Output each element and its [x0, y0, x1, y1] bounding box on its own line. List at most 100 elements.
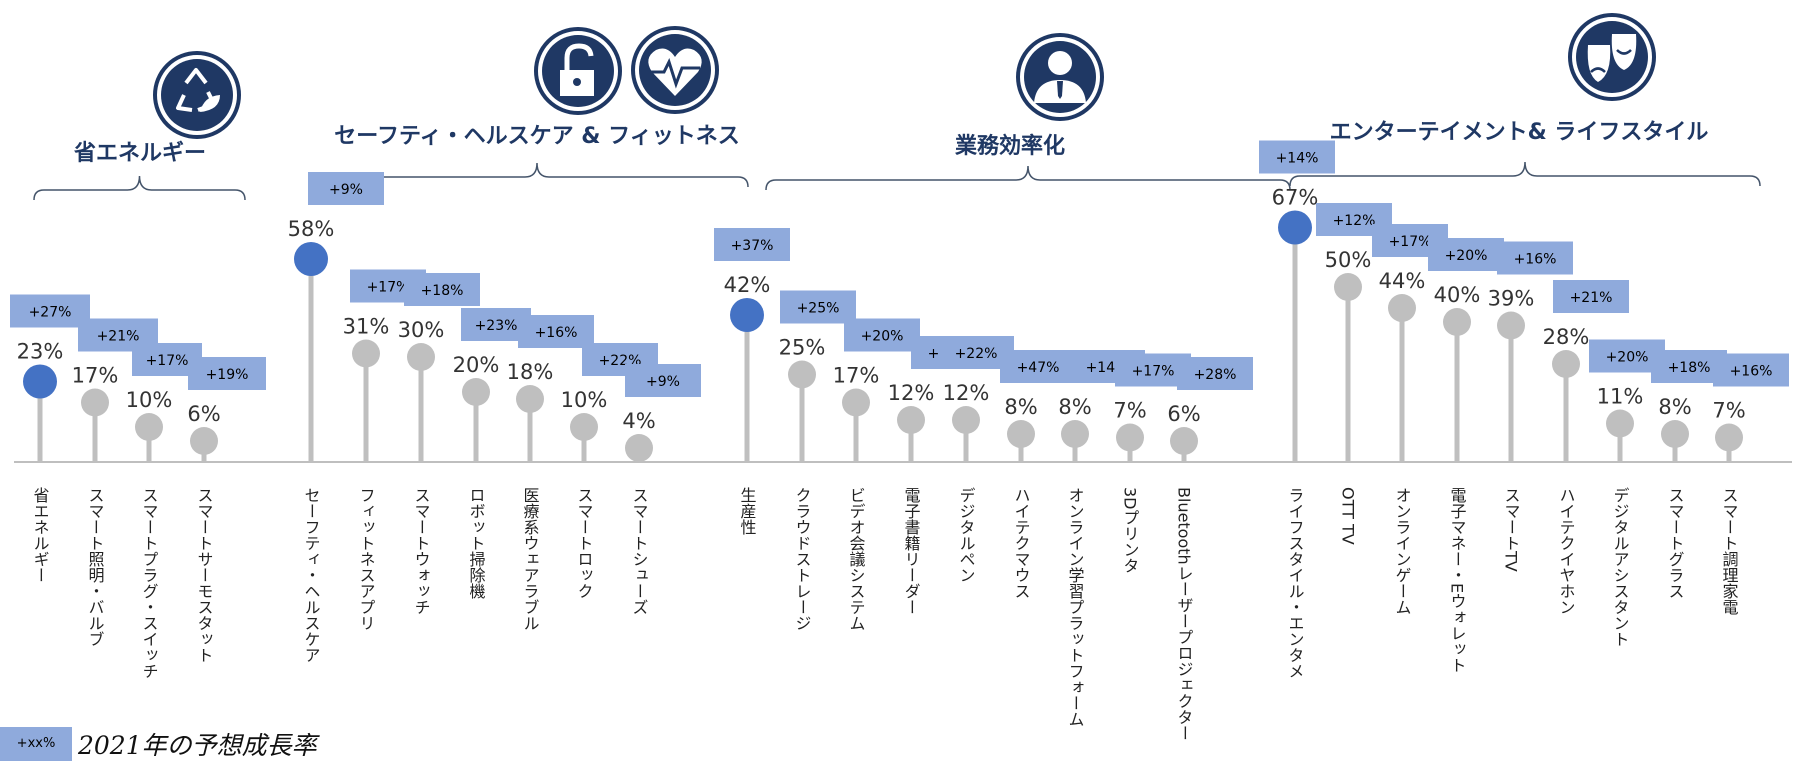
- category-label: デジタルペン: [957, 487, 976, 583]
- item-dot: [1061, 420, 1089, 448]
- category-label: オンラインゲーム: [1393, 487, 1412, 615]
- legend-swatch: [0, 727, 72, 761]
- group-bracket: [1289, 161, 1761, 187]
- item-dot: [842, 388, 870, 417]
- category-label: デジタルアシスタント: [1611, 487, 1630, 647]
- heart-pulse-icon: [631, 26, 719, 114]
- value-label: 28%: [1543, 325, 1590, 349]
- group-brackets: [33, 161, 1761, 201]
- category-label: スマート調理家電: [1720, 487, 1739, 615]
- category-label: スマートプラグ・スイッチ: [140, 487, 159, 679]
- growth-label: +21%: [97, 329, 140, 345]
- growth-label: +18%: [1668, 360, 1711, 376]
- chart-marks: 23% +27% 17% +21% 10% +17% 6% +19% 58% +9% 31% +17%…: [10, 140, 1789, 462]
- category-label: ハイテクマウス: [1012, 487, 1031, 599]
- growth-label: +20%: [861, 329, 904, 345]
- growth-label: +17%: [146, 353, 189, 369]
- item-dot: [625, 434, 653, 462]
- growth-box: [1259, 140, 1335, 174]
- growth-box: [714, 228, 790, 261]
- item-dot: [1170, 427, 1198, 455]
- growth-label: +20%: [1445, 248, 1488, 264]
- category-label: ライフスタイル・エンタメ: [1286, 487, 1305, 679]
- growth-box: [844, 318, 920, 352]
- value-label: 8%: [1058, 395, 1091, 419]
- growth-box: [188, 357, 266, 390]
- growth-label: +9%: [329, 182, 363, 198]
- item-dot: [897, 406, 925, 434]
- category-label: スマート照明・バルブ: [86, 487, 105, 647]
- item-dot: [788, 360, 816, 389]
- category-label: スマートロック: [575, 487, 594, 599]
- category-label: ハイテクイヤホン: [1557, 487, 1576, 615]
- item-dot: [407, 343, 435, 371]
- value-label: 7%: [1712, 399, 1745, 423]
- category-label: クラウドストレージ: [793, 487, 812, 631]
- item-dot: [1007, 420, 1035, 448]
- growth-box: [518, 315, 594, 348]
- item-dot: [462, 378, 490, 406]
- group-title: 業務効率化: [955, 133, 1065, 159]
- category-label: セーフティ・ヘルスケア: [302, 487, 321, 663]
- category-label: スマートサーモスタット: [195, 487, 214, 663]
- value-label: 17%: [72, 364, 119, 388]
- item-dot: [81, 388, 109, 417]
- growth-label: +19%: [206, 367, 249, 383]
- growth-label: +25%: [797, 301, 840, 317]
- category-dot: [730, 298, 764, 332]
- group-title: エンターテイメント& ライフスタイル: [1330, 120, 1709, 145]
- category-label: 電子書籍リーダー: [902, 487, 921, 615]
- value-label: 50%: [1325, 248, 1372, 272]
- category-label: スマートグラス: [1666, 487, 1685, 599]
- growth-label: +21%: [1570, 290, 1613, 306]
- group-title: セーフティ・ヘルスケア & フィットネス: [334, 124, 739, 149]
- value-label: 12%: [888, 381, 935, 405]
- category-label: オンライン学習プラットフォーム: [1066, 487, 1085, 727]
- item-dot: [1606, 409, 1634, 438]
- value-label: 8%: [1004, 395, 1037, 419]
- value-label: 12%: [943, 381, 990, 405]
- value-label: 67%: [1272, 186, 1319, 210]
- value-label: 11%: [1597, 385, 1644, 409]
- growth-label: +17%: [1132, 364, 1175, 380]
- group-bracket: [33, 175, 246, 201]
- padlock-icon: [534, 27, 622, 115]
- value-label: 17%: [833, 364, 880, 388]
- legend-text: 2021年の予想成長率: [78, 731, 317, 760]
- item-dot: [1497, 311, 1525, 340]
- growth-label: +16%: [1514, 252, 1557, 268]
- item-dot: [1388, 294, 1416, 322]
- growth-box: [1428, 238, 1504, 271]
- value-label: 18%: [507, 360, 554, 384]
- item-dot: [1552, 350, 1580, 378]
- item-dot: [135, 413, 163, 441]
- growth-label: +47%: [1017, 360, 1060, 376]
- item-dot: [570, 413, 598, 441]
- value-label: 6%: [1167, 402, 1200, 426]
- value-label: 39%: [1488, 287, 1535, 311]
- group-bracket: [765, 165, 1291, 191]
- growth-box: [308, 172, 384, 205]
- growth-box: [625, 364, 701, 397]
- value-label: 42%: [724, 273, 771, 297]
- item-dot: [352, 339, 380, 368]
- value-label: 10%: [126, 388, 173, 412]
- category-dot: [1278, 210, 1312, 245]
- growth-label: +27%: [29, 305, 72, 321]
- group-icons: [153, 13, 1656, 139]
- growth-box: [404, 273, 480, 306]
- group-titles: 省エネルギー セーフティ・ヘルスケア & フィットネス 業務効率化 エンターテイメント…: [73, 120, 1708, 166]
- value-label: 10%: [561, 388, 608, 412]
- value-label: 31%: [343, 315, 390, 339]
- item-dot: [1661, 420, 1689, 448]
- growth-label: +18%: [421, 283, 464, 299]
- category-dot: [294, 242, 328, 276]
- growth-label: +9%: [646, 374, 680, 390]
- category-label: 電子マネー・Eウォレット: [1448, 487, 1467, 673]
- category-label: スマートウォッチ: [412, 487, 431, 615]
- growth-label: +28%: [1194, 367, 1237, 383]
- growth-label: +22%: [955, 346, 998, 362]
- growth-label: +12%: [1333, 213, 1376, 229]
- category-label: 省エネルギー: [31, 487, 50, 583]
